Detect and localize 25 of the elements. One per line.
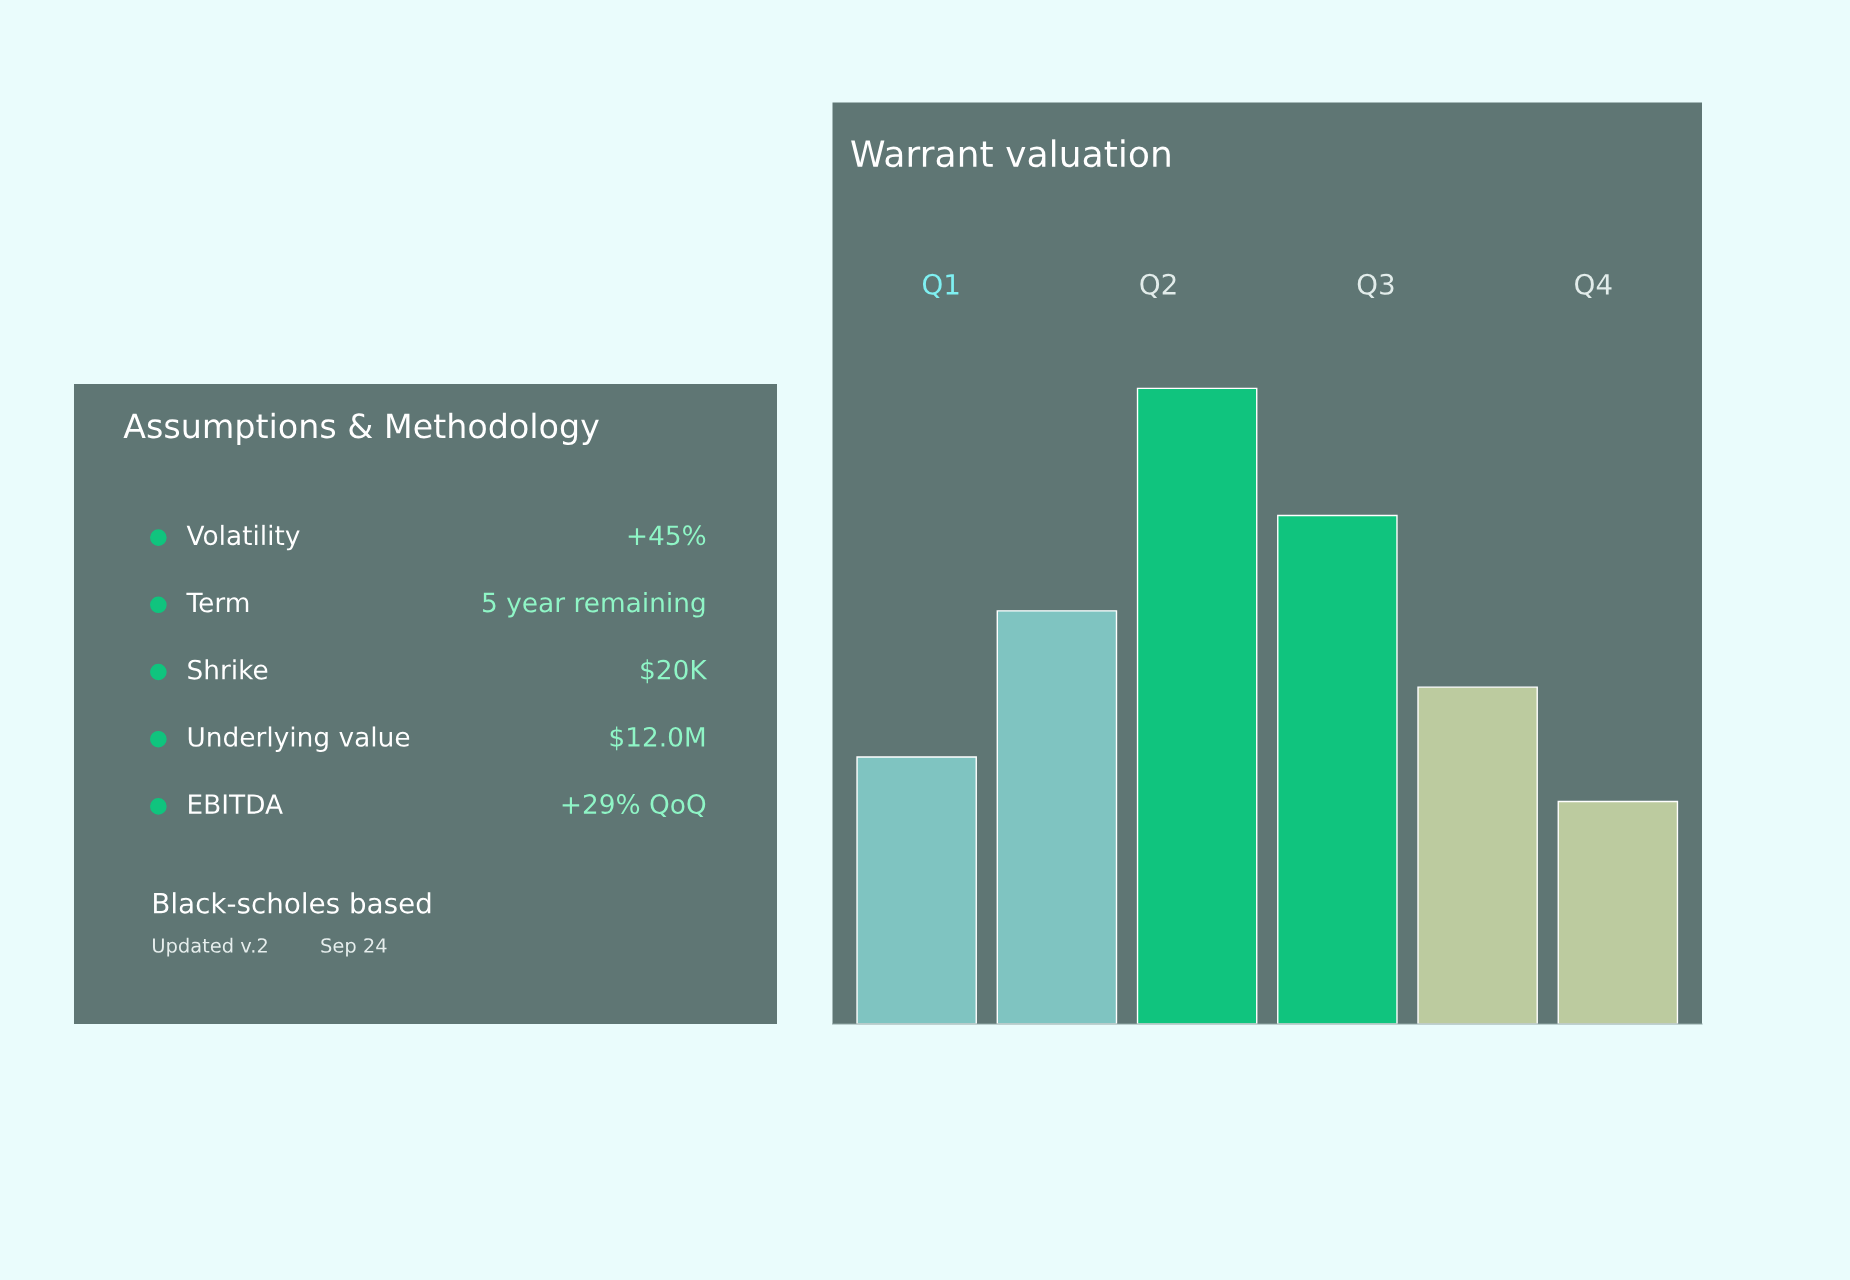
bar — [996, 610, 1118, 1024]
text: +29% QoQ — [562, 794, 706, 818]
bar — [1277, 514, 1398, 1024]
bar — [856, 756, 977, 1024]
text: Underlying value — [188, 726, 410, 752]
text: Shrike — [188, 659, 268, 680]
text: EBITDA — [189, 794, 283, 814]
bar — [1417, 686, 1538, 1024]
text: Assumptions & Methodology — [123, 412, 599, 445]
text: Q2 — [1140, 273, 1176, 298]
text: Q1 — [922, 273, 959, 298]
text: Volatility — [186, 524, 300, 551]
text: Q3 — [1357, 273, 1394, 298]
text: +45% — [628, 525, 706, 546]
text: Black-scholes based — [154, 892, 431, 914]
chart-title: Warrant valuation — [851, 139, 1170, 168]
text: Sep 24 — [321, 938, 387, 957]
text: Q4 — [1575, 273, 1612, 298]
text: $12.0M — [610, 726, 705, 751]
text: Term — [186, 592, 249, 613]
text: 5 year remaining — [483, 592, 705, 618]
text: $20K — [641, 659, 708, 684]
bar — [1136, 387, 1258, 1024]
bar — [1557, 800, 1679, 1024]
text: Updated v.2 — [153, 937, 267, 957]
